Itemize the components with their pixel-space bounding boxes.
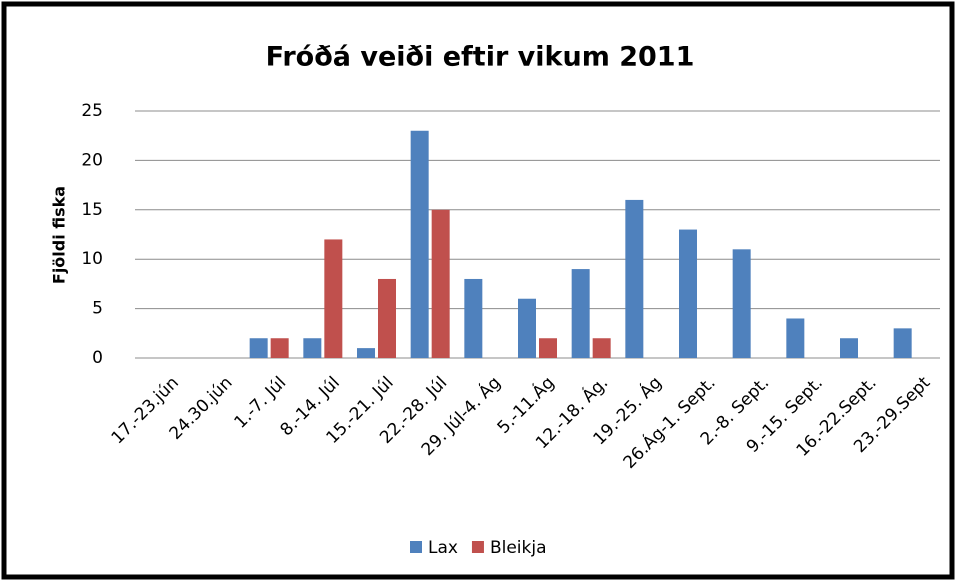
legend-label: Lax <box>428 538 458 558</box>
bar <box>732 249 751 358</box>
bar <box>270 338 289 358</box>
bar <box>357 348 375 358</box>
bar <box>378 278 396 358</box>
bar <box>324 239 343 358</box>
y-tick-label: 0 <box>92 348 103 368</box>
bar <box>249 338 268 358</box>
y-tick-label: 20 <box>81 150 103 170</box>
bar <box>303 338 322 358</box>
bar <box>410 130 429 358</box>
y-axis-label: Fjöldi fiska <box>50 186 69 284</box>
y-tick-label: 25 <box>81 101 103 121</box>
bar <box>518 298 536 358</box>
chart-title: Fróðá veiði eftir vikum 2011 <box>266 42 695 73</box>
legend-label: Bleikja <box>490 538 547 558</box>
y-tick-label: 5 <box>92 299 103 319</box>
bar <box>431 209 450 358</box>
bar <box>786 318 805 358</box>
bar <box>592 338 611 358</box>
bar <box>679 229 697 358</box>
legend-swatch <box>410 541 422 553</box>
bar <box>840 338 858 358</box>
bar <box>464 278 483 358</box>
bar <box>571 269 590 358</box>
bar <box>893 328 912 358</box>
y-tick-label: 15 <box>81 200 103 220</box>
bar <box>539 338 557 358</box>
y-tick-label: 10 <box>81 249 103 269</box>
bar <box>625 199 644 358</box>
legend-swatch <box>471 541 484 553</box>
